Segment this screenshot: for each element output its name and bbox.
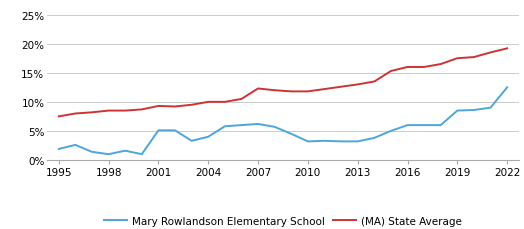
Mary Rowlandson Elementary School [222,125,228,128]
Mary Rowlandson Elementary School [338,140,344,143]
Mary Rowlandson Elementary School [305,140,311,143]
Mary Rowlandson Elementary School [388,130,394,133]
Mary Rowlandson Elementary School [139,153,145,156]
Mary Rowlandson Elementary School [205,136,211,139]
(MA) State Average [438,63,444,66]
Line: (MA) State Average: (MA) State Average [59,49,507,117]
(MA) State Average [405,66,411,69]
Mary Rowlandson Elementary School [288,133,294,136]
(MA) State Average [421,66,427,69]
Mary Rowlandson Elementary School [271,126,278,129]
Mary Rowlandson Elementary School [238,124,245,127]
(MA) State Average [271,90,278,92]
(MA) State Average [56,115,62,118]
(MA) State Average [504,48,510,51]
(MA) State Average [471,56,477,59]
Mary Rowlandson Elementary School [504,87,510,89]
(MA) State Average [454,58,461,60]
Mary Rowlandson Elementary School [122,150,128,153]
Mary Rowlandson Elementary School [172,129,178,132]
(MA) State Average [122,110,128,112]
(MA) State Average [238,98,245,101]
Mary Rowlandson Elementary School [471,109,477,112]
(MA) State Average [487,52,494,55]
Mary Rowlandson Elementary School [89,151,95,154]
Mary Rowlandson Elementary School [56,148,62,151]
(MA) State Average [105,110,112,112]
(MA) State Average [155,105,161,108]
Mary Rowlandson Elementary School [189,140,195,143]
Line: Mary Rowlandson Elementary School: Mary Rowlandson Elementary School [59,88,507,155]
(MA) State Average [288,91,294,93]
(MA) State Average [72,113,79,115]
(MA) State Average [388,70,394,73]
Mary Rowlandson Elementary School [454,110,461,112]
(MA) State Average [189,104,195,107]
(MA) State Average [355,84,361,86]
Mary Rowlandson Elementary School [321,140,328,143]
(MA) State Average [371,81,377,84]
Mary Rowlandson Elementary School [105,153,112,156]
Mary Rowlandson Elementary School [355,140,361,143]
(MA) State Average [338,86,344,89]
(MA) State Average [172,106,178,108]
(MA) State Average [255,88,261,90]
Mary Rowlandson Elementary School [421,124,427,127]
Mary Rowlandson Elementary School [405,124,411,127]
Mary Rowlandson Elementary School [155,129,161,132]
(MA) State Average [205,101,211,104]
(MA) State Average [305,91,311,93]
Mary Rowlandson Elementary School [487,107,494,109]
Legend: Mary Rowlandson Elementary School, (MA) State Average: Mary Rowlandson Elementary School, (MA) … [100,212,466,229]
Mary Rowlandson Elementary School [72,144,79,147]
Mary Rowlandson Elementary School [438,124,444,127]
(MA) State Average [139,109,145,111]
(MA) State Average [222,101,228,104]
(MA) State Average [89,112,95,114]
(MA) State Average [321,88,328,91]
Mary Rowlandson Elementary School [371,137,377,140]
Mary Rowlandson Elementary School [255,123,261,126]
